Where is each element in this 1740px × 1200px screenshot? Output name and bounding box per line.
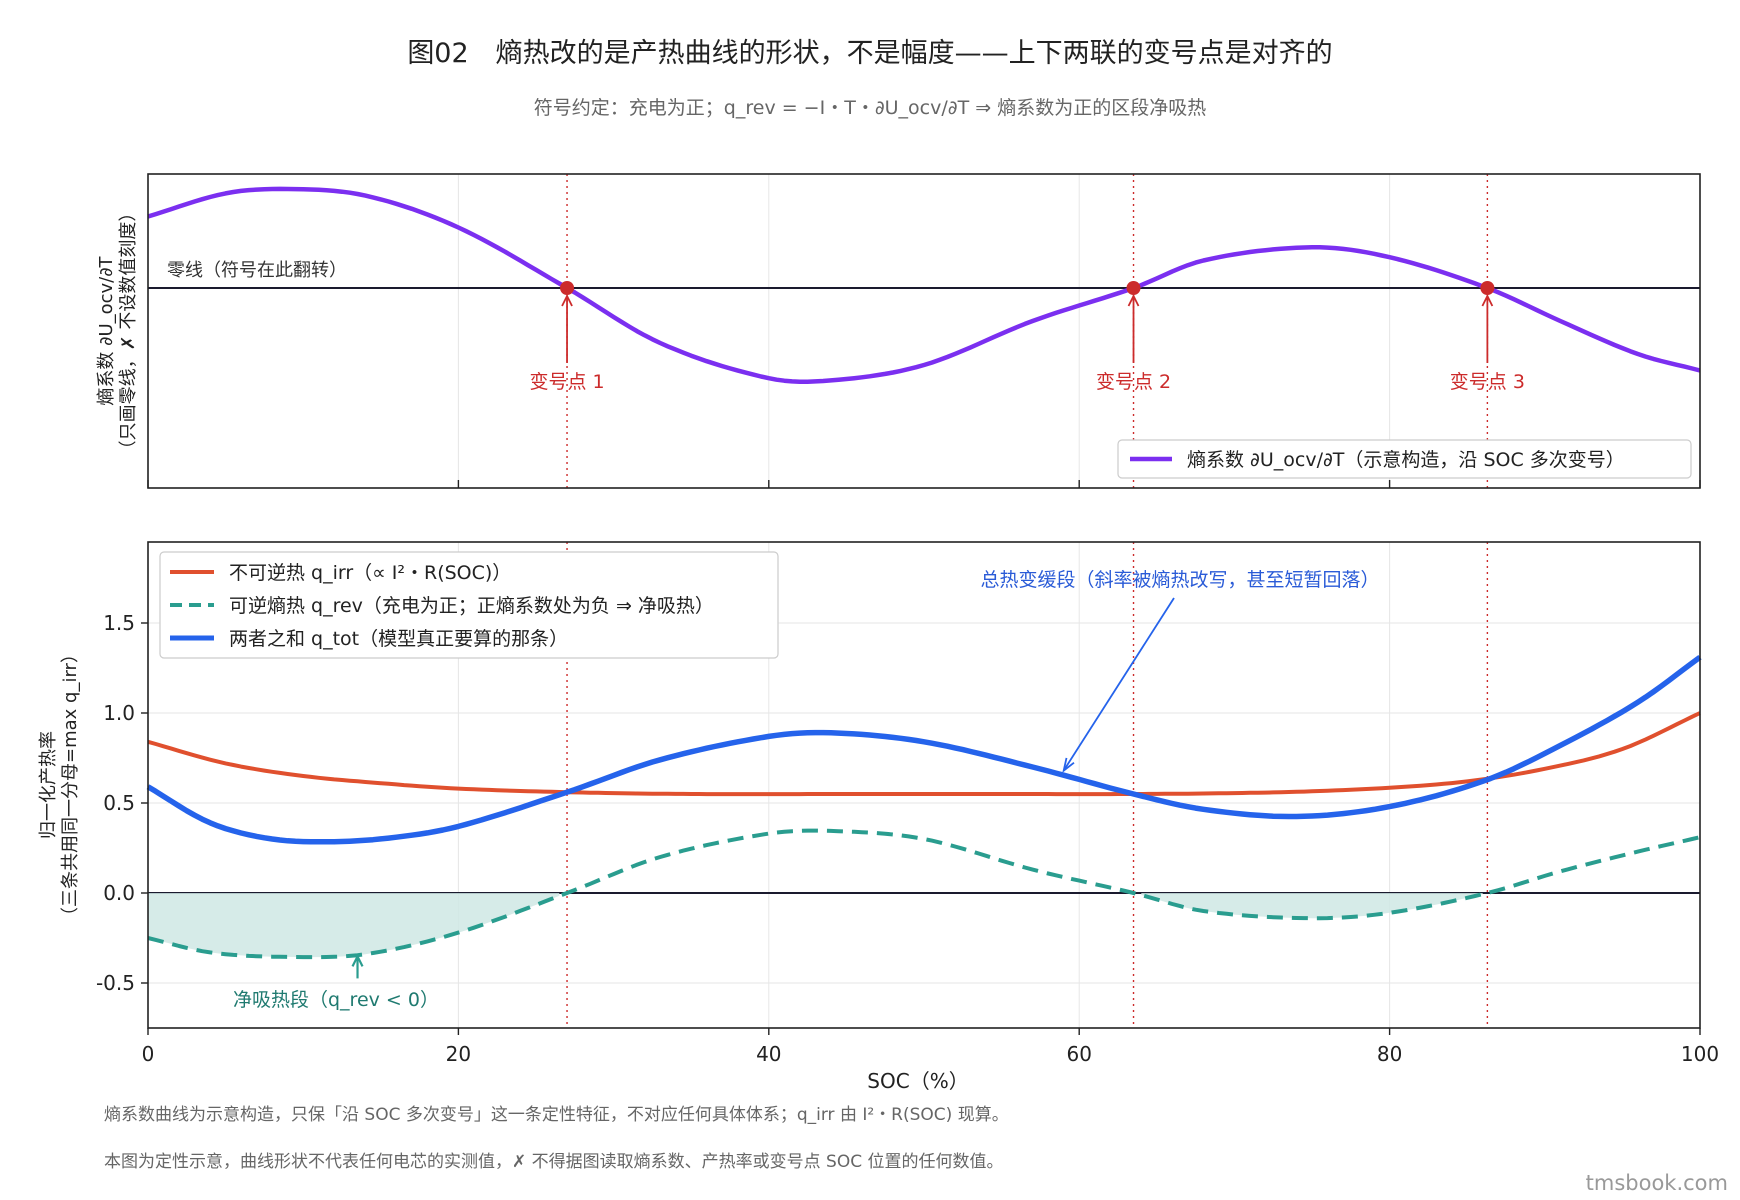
x-tick-label: 60 — [1066, 1042, 1091, 1066]
absorption-annotation: 净吸热段（q_rev < 0） — [233, 989, 439, 1011]
heat-panel: 0 20 40 60 80 100 -0.5 0.0 0.5 1.0 1.5 SOC（%） 归一化产… — [38, 541, 1719, 1093]
bottom-axes-frame — [147, 541, 1701, 1029]
sign-change-label: 变号点 3 — [1450, 371, 1525, 393]
sign-change-point — [560, 281, 575, 295]
bottom-legend: 不可逆热 q_irr（∝ I²・R(SOC)） 可逆熵热 q_rev（充电为正；正… — [159, 551, 779, 659]
q-irr-line — [147, 711, 1701, 797]
q-rev-line — [147, 828, 1701, 960]
zero-line-label: 零线（符号在此翻转） — [167, 260, 347, 281]
sign-change-arrowhead — [1481, 293, 1494, 307]
top-legend-label: 熵系数 ∂U_ocv/∂T（示意构造，沿 SOC 多次变号） — [1187, 449, 1625, 471]
chart-title: 图02 熵热改的是产热曲线的形状，不是幅度——上下两联的变号点是对齐的 — [407, 38, 1332, 69]
legend-label-q-tot-line: 两者之和 q_tot（模型真正要算的那条） — [229, 628, 568, 650]
sign-change-arrowhead — [1127, 293, 1140, 307]
sign-change-label: 变号点 1 — [529, 371, 604, 393]
bottom-ticks: 0 20 40 60 80 100 -0.5 0.0 0.5 1.0 1.5 — [96, 611, 1719, 1066]
slowdown-annotation: 总热变缓段（斜率被熵热改写，甚至短暂回落） — [980, 569, 1379, 591]
x-tick-label: 100 — [1681, 1042, 1719, 1066]
entropy-panel: 变号点 1 变号点 2 变号点 3 零线（符号在此翻转） 熵系数 ∂U_ocv/∂T… — [96, 173, 1701, 489]
bottom-y-axis-label: 归一化产热率 （三条共用同一分母=max q_irr） — [38, 645, 81, 925]
y-tick-label: -0.5 — [96, 971, 135, 995]
bottom-series — [146, 654, 1702, 960]
footnote-1: 熵系数曲线为示意构造，只保「沿 SOC 多次变号」这一条定性特征，不对应任何具体… — [104, 1105, 1009, 1125]
bottom-legend-box — [159, 551, 779, 659]
sign-change-point — [1126, 281, 1141, 295]
bottom-annotations: 净吸热段（q_rev < 0） 总热变缓段（斜率被熵热改写，甚至短暂回落） — [233, 569, 1380, 1011]
top-marks: 变号点 1 变号点 2 变号点 3 — [529, 174, 1525, 488]
y-tick-label: 0.5 — [103, 791, 135, 815]
entropy-line — [147, 186, 1701, 384]
absorption-region — [148, 893, 560, 958]
footnote-2: 本图为定性示意，曲线形状不代表任何电芯的实测值，✗ 不得据图读取熵系数、产热率或… — [104, 1152, 1004, 1172]
top-legend-box — [1117, 439, 1692, 479]
y-tick-label: 1.5 — [103, 611, 135, 635]
y-tick-label: 1.0 — [103, 701, 135, 725]
q-tot-line — [146, 654, 1702, 845]
top-legend: 熵系数 ∂U_ocv/∂T（示意构造，沿 SOC 多次变号） — [1117, 439, 1692, 479]
chart-subtitle: 符号约定：充电为正；q_rev = −I・T・∂U_ocv/∂T ⇒ 熵系数为正… — [534, 97, 1206, 119]
x-axis-label: SOC（%） — [867, 1069, 968, 1093]
bottom-ylabel-line: （三条共用同一分母=max q_irr） — [60, 645, 81, 925]
x-tick-label: 20 — [446, 1042, 471, 1066]
slowdown-arrow — [1062, 597, 1175, 772]
top-axes-frame — [147, 173, 1701, 489]
absorption-arrowhead — [351, 953, 364, 967]
x-tick-label: 0 — [142, 1042, 155, 1066]
top-ylabel-line: （只画零线，✗ 不设数值刻度） — [118, 204, 139, 459]
absorption-fill — [148, 893, 1483, 958]
watermark: tmsbook.com — [1586, 1171, 1728, 1195]
top-series — [147, 186, 1701, 384]
legend-label-q-rev-line: 可逆熵热 q_rev（充电为正；正熵系数处为负 ⇒ 净吸热） — [229, 595, 714, 617]
legend-label-q-irr-line: 不可逆热 q_irr（∝ I²・R(SOC)） — [229, 562, 511, 584]
bottom-ylabel-line: 归一化产热率 — [38, 731, 59, 839]
top-y-axis-label: 熵系数 ∂U_ocv/∂T （只画零线，✗ 不设数值刻度） — [96, 204, 139, 459]
top-ylabel-line: 熵系数 ∂U_ocv/∂T — [96, 255, 117, 405]
x-tick-label: 40 — [756, 1042, 781, 1066]
sign-change-arrowhead — [561, 293, 573, 307]
slowdown-arrowhead — [1062, 757, 1075, 773]
sign-change-label: 变号点 2 — [1096, 371, 1171, 393]
x-tick-label: 80 — [1377, 1042, 1402, 1066]
y-tick-label: 0.0 — [103, 881, 135, 905]
sign-change-point — [1480, 281, 1495, 295]
